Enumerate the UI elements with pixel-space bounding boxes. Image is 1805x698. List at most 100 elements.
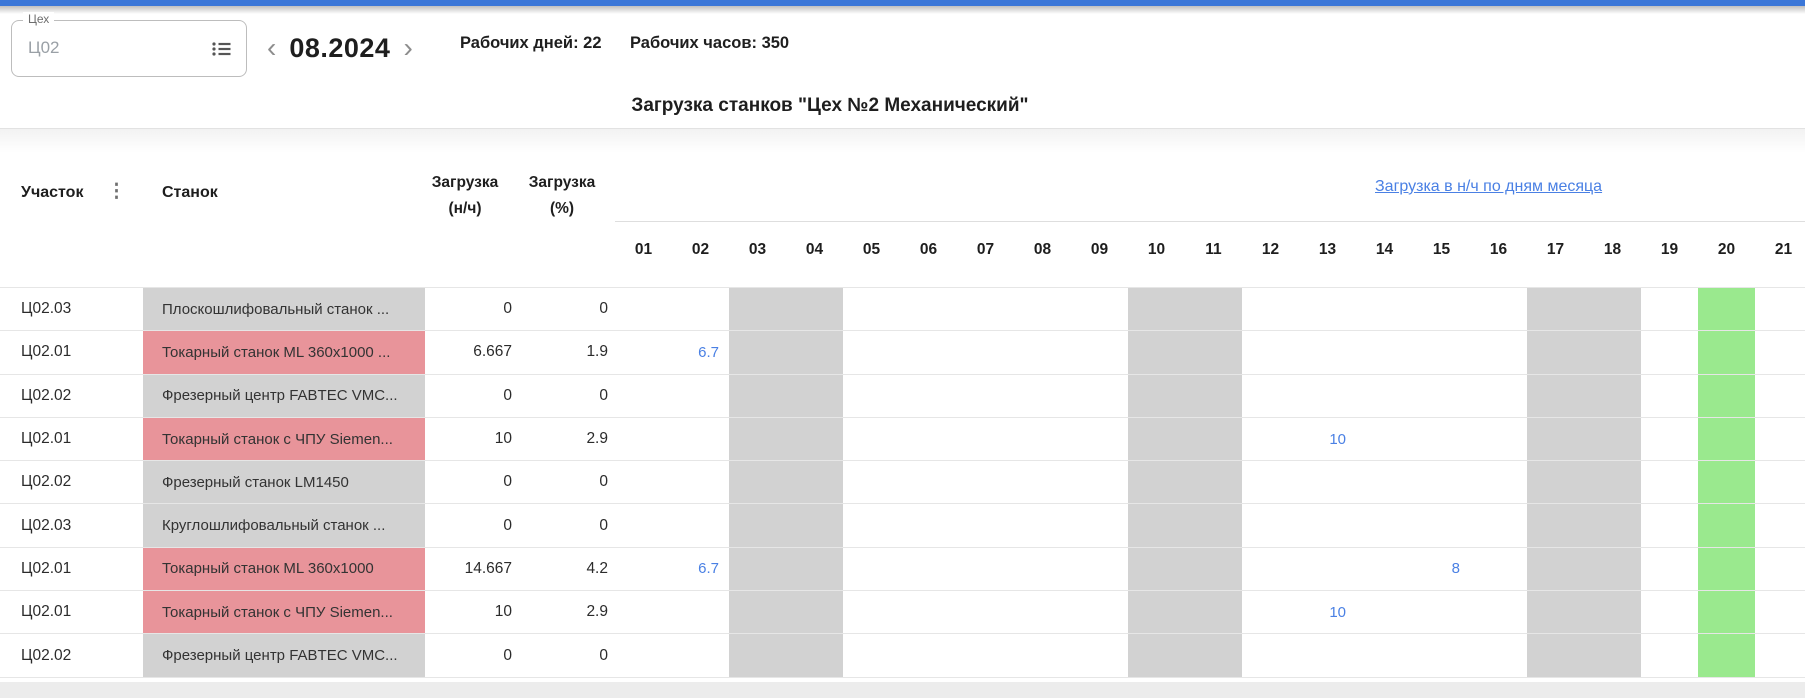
day-cell-15 [1413, 461, 1470, 503]
day-grid: 10 [615, 417, 1805, 461]
day-header-08: 08 [1033, 241, 1052, 258]
column-header-area: Участок [21, 184, 84, 201]
day-cell-13 [1299, 375, 1356, 417]
day-cell-08 [1014, 418, 1071, 460]
day-cell-13 [1299, 504, 1356, 546]
day-cell-20 [1698, 504, 1755, 547]
day-cell-11 [1185, 331, 1242, 374]
day-cell-01 [615, 418, 672, 460]
day-cell-01 [615, 504, 672, 546]
day-cell-07 [957, 591, 1014, 633]
day-cell-14 [1356, 548, 1413, 590]
load-nh-cell: 0 [503, 646, 512, 664]
day-header-02: 02 [691, 241, 710, 258]
day-cell-03 [729, 331, 786, 374]
day-cell-09 [1071, 634, 1128, 676]
load-pct-cell: 0 [599, 646, 608, 664]
area-cell: Ц02.03 [21, 516, 72, 534]
day-cell-06 [900, 288, 957, 330]
area-cell: Ц02.03 [21, 300, 72, 318]
day-cell-14 [1356, 591, 1413, 633]
day-header-01: 01 [634, 241, 653, 258]
next-month-icon[interactable]: › [403, 32, 413, 63]
workshop-filter-field[interactable]: Цех Ц02 [11, 12, 247, 77]
day-cell-13 [1299, 461, 1356, 503]
day-cell-10 [1128, 634, 1185, 677]
day-cell-01 [615, 288, 672, 330]
day-cell-20 [1698, 331, 1755, 374]
list-icon[interactable] [210, 37, 234, 61]
top-bar-shadow [0, 6, 1805, 14]
day-cell-16 [1470, 504, 1527, 546]
kebab-menu-icon[interactable]: ⋮ [107, 181, 126, 202]
day-cell-21 [1755, 591, 1805, 633]
load-nh-line2: (н/ч) [448, 200, 482, 217]
day-cell-20 [1698, 547, 1755, 591]
day-cell-18 [1584, 504, 1641, 547]
day-cell-09 [1071, 288, 1128, 330]
day-cell-14 [1356, 461, 1413, 503]
header-shadow-fade [0, 129, 1805, 153]
day-cell-04 [786, 461, 843, 504]
day-header-03: 03 [748, 241, 767, 258]
day-cell-21 [1755, 504, 1805, 546]
working-hours-stat: Рабочих часов: 350 [630, 34, 789, 53]
day-cell-18 [1584, 461, 1641, 504]
day-cell-05 [843, 375, 900, 417]
day-cell-12 [1242, 288, 1299, 330]
machine-cell: Фрезерный станок LM1450 [143, 461, 425, 504]
day-grid [615, 288, 1805, 331]
day-cell-11 [1185, 591, 1242, 634]
day-cell-17 [1527, 374, 1584, 417]
day-cell-11 [1185, 547, 1242, 591]
day-cell-16 [1470, 461, 1527, 503]
day-cell-21 [1755, 375, 1805, 417]
day-cell-02 [672, 418, 729, 460]
workshop-filter-label: Цех [23, 12, 55, 26]
day-cell-10 [1128, 331, 1185, 374]
day-cell-21 [1755, 548, 1805, 590]
day-cell-12 [1242, 418, 1299, 460]
day-cell-08 [1014, 331, 1071, 373]
workshop-filter-value[interactable]: Ц02 [28, 38, 60, 57]
day-header-20: 20 [1717, 241, 1736, 258]
day-cell-10 [1128, 504, 1185, 547]
area-cell: Ц02.01 [21, 343, 72, 361]
day-value[interactable]: 10 [1329, 430, 1346, 448]
table-row: Ц02.01 Токарный станок ML 360x1000 ... 6.6… [0, 331, 1805, 375]
day-cell-08 [1014, 504, 1071, 546]
day-cell-18 [1584, 417, 1641, 461]
day-cell-01 [615, 331, 672, 373]
day-cell-14 [1356, 634, 1413, 676]
month-nav: ‹ 08.2024 › [258, 24, 422, 72]
day-header-06: 06 [919, 241, 938, 258]
day-value[interactable]: 6.7 [698, 343, 719, 361]
day-cell-04 [786, 547, 843, 591]
area-cell: Ц02.02 [21, 646, 72, 664]
day-value[interactable]: 8 [1451, 560, 1460, 578]
day-cell-08 [1014, 288, 1071, 330]
day-value[interactable]: 6.7 [698, 560, 719, 578]
day-cell-05 [843, 331, 900, 373]
day-grid: 6.7 8 [615, 547, 1805, 591]
day-cell-20 [1698, 288, 1755, 331]
area-cell: Ц02.02 [21, 386, 72, 404]
prev-month-icon[interactable]: ‹ [267, 32, 277, 63]
column-header-load-nh: Загрузка (н/ч) [405, 170, 525, 222]
day-cell-15 [1413, 504, 1470, 546]
day-cell-12 [1242, 591, 1299, 633]
day-cell-21 [1755, 331, 1805, 373]
day-header-row: 01 02 03 04 05 06 07 08 09 10 11 12 13 14 15 16 17 18 19 20… [615, 241, 1805, 259]
day-cell-11 [1185, 504, 1242, 547]
day-cell-18 [1584, 374, 1641, 417]
machine-cell: Токарный станок с ЧПУ Siemen... [143, 591, 425, 634]
day-cell-17 [1527, 547, 1584, 591]
day-cell-18 [1584, 547, 1641, 591]
days-group-link[interactable]: Загрузка в н/ч по дням месяца [1375, 178, 1603, 195]
day-grid [615, 634, 1805, 677]
day-cell-01 [615, 548, 672, 590]
day-cell-07 [957, 418, 1014, 460]
day-cell-02 [672, 375, 729, 417]
day-cell-06 [900, 504, 957, 546]
day-value[interactable]: 10 [1329, 603, 1346, 621]
